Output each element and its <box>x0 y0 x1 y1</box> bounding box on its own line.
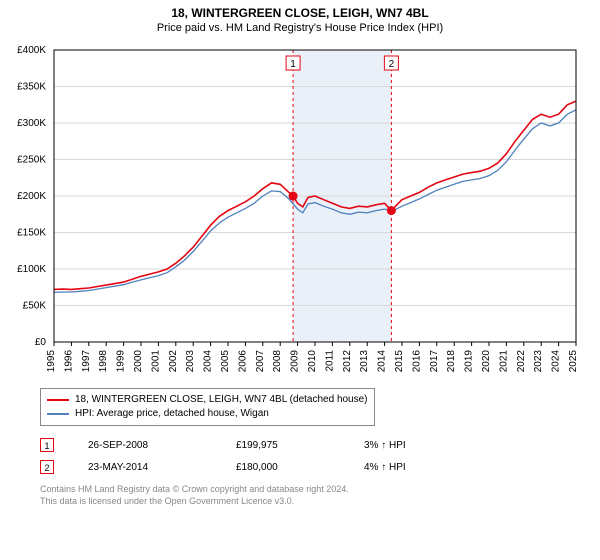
svg-text:2015: 2015 <box>394 350 405 373</box>
svg-text:2021: 2021 <box>498 350 509 373</box>
transactions-table: 1 26-SEP-2008£199,9753% ↑ HPI 2 23-MAY-2014… <box>40 434 580 478</box>
svg-text:2008: 2008 <box>272 350 283 373</box>
svg-text:2020: 2020 <box>481 350 492 373</box>
line-chart: £0£50K£100K£150K£200K£250K£300K£350K£400… <box>50 46 580 376</box>
transaction-price: £199,975 <box>236 434 364 456</box>
attribution-line: Contains HM Land Registry data © Crown c… <box>40 484 580 496</box>
svg-text:2017: 2017 <box>429 350 440 373</box>
svg-text:£400K: £400K <box>17 45 46 56</box>
svg-text:£350K: £350K <box>17 82 46 93</box>
transaction-delta: 3% ↑ HPI <box>364 434 580 456</box>
legend-swatch <box>47 399 69 401</box>
legend-row: HPI: Average price, detached house, Wiga… <box>47 407 368 421</box>
svg-text:1998: 1998 <box>98 350 109 373</box>
svg-text:£0: £0 <box>35 337 47 348</box>
chart-title: 18, WINTERGREEN CLOSE, LEIGH, WN7 4BL <box>0 0 600 20</box>
svg-text:2009: 2009 <box>290 350 301 373</box>
svg-text:£300K: £300K <box>17 118 46 129</box>
svg-text:2007: 2007 <box>255 350 266 373</box>
svg-text:2025: 2025 <box>568 350 579 373</box>
legend-row: 18, WINTERGREEN CLOSE, LEIGH, WN7 4BL (d… <box>47 393 368 407</box>
svg-text:2018: 2018 <box>446 350 457 373</box>
svg-text:2003: 2003 <box>185 350 196 373</box>
svg-text:1996: 1996 <box>63 350 74 373</box>
svg-text:2010: 2010 <box>307 350 318 373</box>
transaction-delta: 4% ↑ HPI <box>364 456 580 478</box>
legend: 18, WINTERGREEN CLOSE, LEIGH, WN7 4BL (d… <box>40 388 375 426</box>
svg-text:£50K: £50K <box>23 301 47 312</box>
transaction-marker: 2 <box>40 460 54 474</box>
svg-text:2005: 2005 <box>220 350 231 373</box>
svg-text:2012: 2012 <box>342 350 353 373</box>
table-row: 2 23-MAY-2014£180,0004% ↑ HPI <box>40 456 580 478</box>
svg-text:2011: 2011 <box>324 350 335 372</box>
chart-subtitle: Price paid vs. HM Land Registry's House … <box>0 20 600 34</box>
attribution-line: This data is licensed under the Open Gov… <box>40 496 580 508</box>
transaction-date: 23-MAY-2014 <box>88 456 236 478</box>
svg-text:£200K: £200K <box>17 191 46 202</box>
svg-text:2023: 2023 <box>533 350 544 373</box>
svg-text:2014: 2014 <box>377 350 388 373</box>
svg-text:1997: 1997 <box>81 350 92 373</box>
svg-text:2: 2 <box>389 59 395 70</box>
svg-text:2001: 2001 <box>150 350 161 373</box>
svg-text:2002: 2002 <box>168 350 179 373</box>
svg-text:1: 1 <box>290 59 296 70</box>
svg-text:£100K: £100K <box>17 264 46 275</box>
legend-swatch <box>47 413 69 415</box>
svg-text:2006: 2006 <box>237 350 248 373</box>
transaction-date: 26-SEP-2008 <box>88 434 236 456</box>
transaction-price: £180,000 <box>236 456 364 478</box>
legend-label: 18, WINTERGREEN CLOSE, LEIGH, WN7 4BL (d… <box>75 393 368 407</box>
svg-text:2013: 2013 <box>359 350 370 373</box>
svg-text:2022: 2022 <box>516 350 527 373</box>
svg-text:2000: 2000 <box>133 350 144 373</box>
chart-area: £0£50K£100K£150K£200K£250K£300K£350K£400… <box>50 46 580 376</box>
legend-label: HPI: Average price, detached house, Wiga… <box>75 407 269 421</box>
svg-text:£150K: £150K <box>17 228 46 239</box>
attribution: Contains HM Land Registry data © Crown c… <box>40 484 580 507</box>
svg-text:1999: 1999 <box>116 350 127 373</box>
svg-text:£250K: £250K <box>17 155 46 166</box>
svg-text:1995: 1995 <box>46 350 57 373</box>
svg-text:2024: 2024 <box>551 350 562 373</box>
svg-text:2016: 2016 <box>411 350 422 373</box>
svg-text:2004: 2004 <box>203 350 214 373</box>
transaction-marker: 1 <box>40 438 54 452</box>
table-row: 1 26-SEP-2008£199,9753% ↑ HPI <box>40 434 580 456</box>
svg-text:2019: 2019 <box>464 350 475 373</box>
